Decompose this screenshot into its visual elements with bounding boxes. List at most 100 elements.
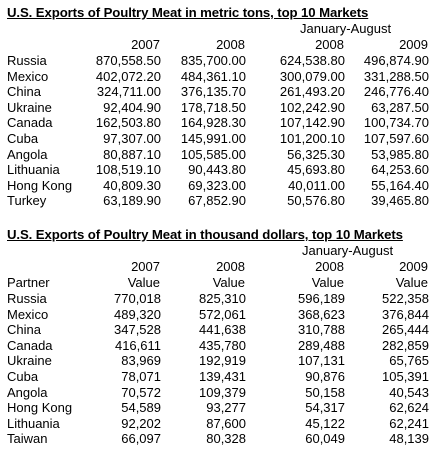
value-cell: 870,558.50	[95, 53, 161, 68]
period-label: January-August	[302, 243, 394, 258]
value-header: Value	[395, 275, 428, 290]
year-header: 2008	[315, 37, 344, 52]
country-cell: Taiwan	[7, 431, 48, 447]
value-cell: 265,444	[382, 322, 429, 338]
value-cell: 90,876	[305, 369, 345, 384]
value-cell: 108,519.10	[95, 162, 161, 178]
value-cell: 102,242.90	[279, 99, 345, 115]
value-cell: 107,131	[298, 353, 345, 369]
value-cell: 164,928.30	[180, 115, 246, 131]
value-cell: 107,142.90	[279, 115, 345, 131]
value-cell: 402,072.20	[95, 68, 161, 84]
year-header: 2007	[131, 37, 160, 52]
value-cell: 246,776.40	[363, 84, 429, 100]
value-cell: 48,139	[389, 431, 429, 447]
year-header: 2007	[131, 259, 160, 274]
value-cell: 93,277	[206, 400, 246, 416]
country-cell: Angola	[7, 146, 48, 162]
value-cell: 62,624	[389, 400, 429, 416]
value-cell: 50,158	[305, 384, 345, 400]
value-header: Value	[311, 275, 344, 290]
value-cell: 441,638	[199, 322, 246, 338]
value-cell: 56,325.30	[287, 146, 345, 162]
country-cell: Hong Kong	[7, 177, 73, 193]
value-cell: 101,200.10	[279, 131, 345, 146]
value-header: Value	[127, 275, 160, 290]
value-cell: 416,611	[114, 337, 161, 353]
country-cell: Canada	[7, 337, 53, 353]
country-cell: Russia	[7, 291, 47, 306]
value-cell: 45,122	[305, 415, 345, 431]
year-header: 2008	[216, 259, 245, 274]
value-cell: 162,503.80	[95, 115, 161, 131]
value-cell: 55,164.40	[371, 177, 429, 193]
value-cell: 300,079.00	[279, 68, 345, 84]
value-cell: 376,844	[382, 306, 429, 322]
country-cell: China	[7, 322, 41, 338]
value-cell: 45,693.80	[287, 162, 345, 178]
country-cell: Cuba	[7, 369, 39, 384]
value-cell: 624,538.80	[279, 53, 345, 68]
value-cell: 40,543	[389, 384, 429, 400]
value-cell: 770,018	[114, 291, 161, 306]
value-cell: 347,528	[114, 322, 161, 338]
country-cell: Canada	[7, 115, 53, 131]
value-cell: 64,253.60	[371, 162, 429, 178]
value-cell: 62,241	[389, 415, 429, 431]
country-cell: Angola	[7, 384, 48, 400]
value-header: Value	[212, 275, 245, 290]
value-cell: 324,711.00	[96, 84, 161, 100]
value-cell: 289,488	[298, 337, 345, 353]
country-cell: Cuba	[7, 131, 39, 146]
value-cell: 178,718.50	[180, 99, 246, 115]
country-cell: Russia	[7, 53, 47, 68]
value-cell: 107,597.60	[363, 131, 429, 146]
year-header: 2009	[399, 37, 428, 52]
value-cell: 522,358	[382, 291, 429, 306]
country-cell: Mexico	[7, 68, 49, 84]
value-cell: 80,328	[206, 431, 246, 447]
value-cell: 331,288.50	[363, 68, 429, 84]
value-cell: 92,404.90	[103, 99, 161, 115]
value-cell: 435,780	[199, 337, 246, 353]
value-cell: 90,443.80	[188, 162, 246, 178]
value-cell: 145,991.00	[180, 131, 246, 146]
value-cell: 53,985.80	[371, 146, 429, 162]
country-cell: Turkey	[7, 193, 47, 209]
value-cell: 835,700.00	[180, 53, 246, 68]
metric-tons-table-title: U.S. Exports of Poultry Meat in metric t…	[7, 5, 369, 20]
value-cell: 78,071	[121, 369, 161, 384]
value-cell: 484,361.10	[180, 68, 246, 84]
country-cell: Ukraine	[7, 353, 52, 369]
thousand-dollars-table-title: U.S. Exports of Poultry Meat in thousand…	[7, 227, 403, 242]
value-cell: 310,788	[298, 322, 345, 338]
value-cell: 63,189.90	[103, 193, 161, 209]
year-header: 2008	[315, 259, 344, 274]
country-cell: Mexico	[7, 306, 49, 322]
country-cell: Lithuania	[7, 415, 60, 431]
value-cell: 192,919	[199, 353, 246, 369]
value-cell: 376,135.70	[180, 84, 246, 100]
value-cell: 63,287.50	[371, 99, 429, 115]
value-cell: 39,465.80	[371, 193, 429, 209]
value-cell: 105,391	[382, 369, 429, 384]
country-cell: Hong Kong	[7, 400, 73, 416]
value-cell: 83,969	[121, 353, 161, 369]
value-cell: 109,379	[199, 384, 246, 400]
value-cell: 97,307.00	[103, 131, 161, 146]
value-cell: 282,859	[382, 337, 429, 353]
value-cell: 92,202	[121, 415, 161, 431]
value-cell: 139,431	[199, 369, 246, 384]
value-cell: 496,874.90	[363, 53, 429, 68]
value-cell: 596,189	[298, 291, 345, 306]
country-cell: Lithuania	[7, 162, 60, 178]
partner-header: Partner	[7, 275, 50, 290]
year-header: 2008	[216, 37, 245, 52]
value-cell: 100,734.70	[363, 115, 429, 131]
value-cell: 54,589	[121, 400, 161, 416]
value-cell: 70,572	[121, 384, 161, 400]
value-cell: 87,600	[206, 415, 246, 431]
value-cell: 572,061	[199, 306, 246, 322]
year-header: 2009	[399, 259, 428, 274]
value-cell: 40,809.30	[103, 177, 161, 193]
